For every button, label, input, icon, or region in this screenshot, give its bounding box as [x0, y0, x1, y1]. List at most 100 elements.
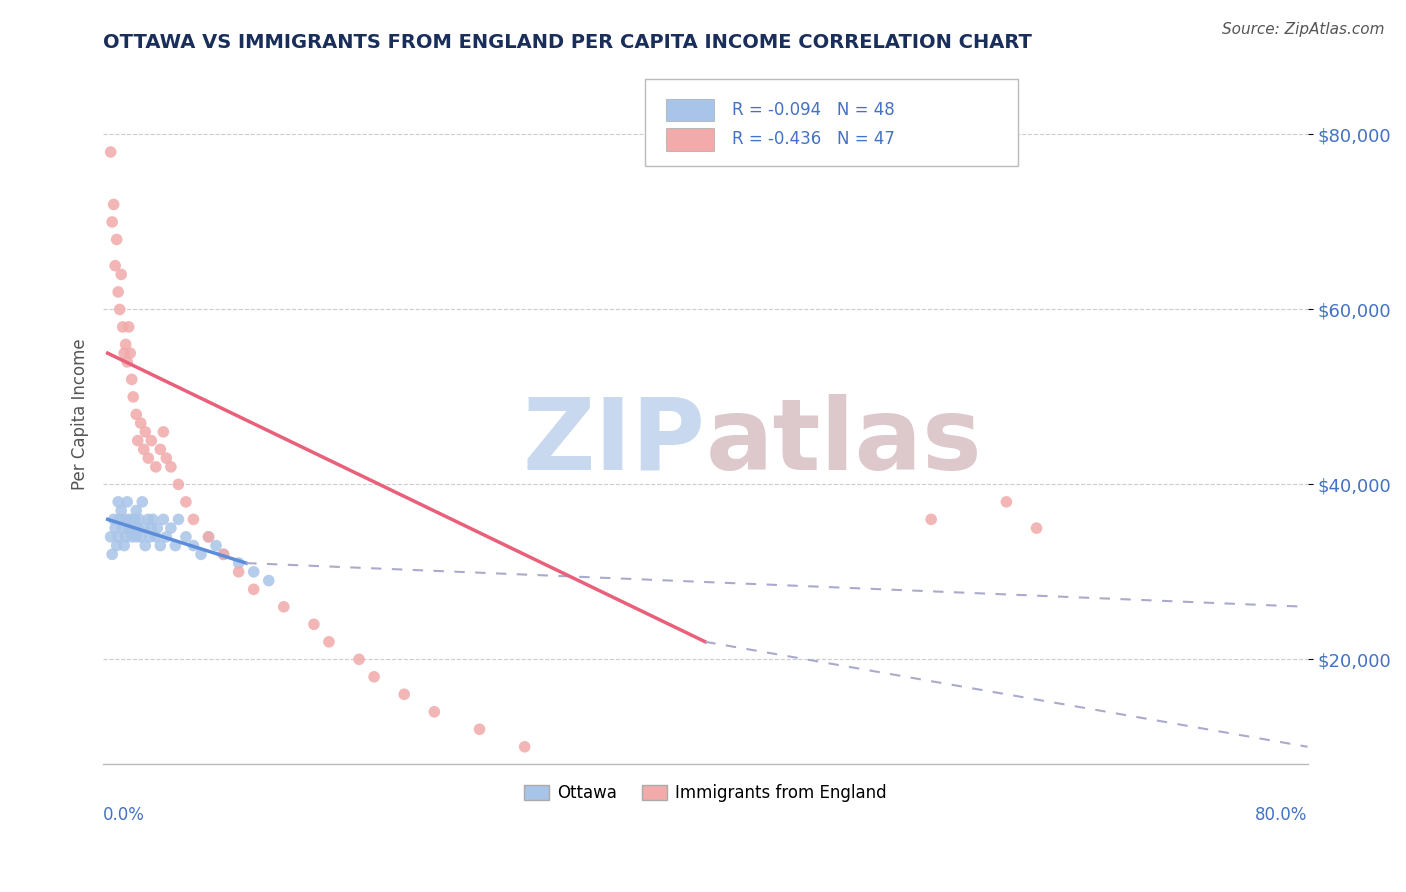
- Point: [108, 302, 131, 317]
- Point: [1025, 521, 1047, 535]
- Point: [920, 512, 942, 526]
- Legend: Ottawa, Immigrants from England: Ottawa, Immigrants from England: [517, 777, 894, 808]
- Point: [145, 530, 167, 544]
- Point: [100, 530, 122, 544]
- Point: [104, 521, 127, 535]
- Point: [132, 521, 155, 535]
- Point: [205, 539, 228, 553]
- Point: [174, 495, 197, 509]
- Point: [127, 434, 149, 448]
- Point: [152, 512, 174, 526]
- Point: [160, 459, 183, 474]
- Point: [139, 530, 162, 544]
- Point: [112, 539, 135, 553]
- Point: [183, 539, 205, 553]
- Point: [100, 145, 122, 159]
- Point: [105, 232, 128, 246]
- Point: [160, 521, 183, 535]
- Point: [134, 539, 156, 553]
- Point: [120, 346, 142, 360]
- Point: [197, 530, 219, 544]
- Point: [118, 521, 141, 535]
- Point: [120, 512, 142, 526]
- Text: 0.0%: 0.0%: [103, 806, 145, 824]
- Point: [132, 442, 155, 457]
- Point: [127, 521, 149, 535]
- FancyBboxPatch shape: [645, 78, 1018, 166]
- Text: atlas: atlas: [706, 394, 981, 491]
- Point: [114, 337, 136, 351]
- Point: [101, 547, 124, 561]
- Point: [347, 652, 370, 666]
- Point: [423, 705, 446, 719]
- Point: [128, 512, 150, 526]
- Point: [141, 434, 163, 448]
- Point: [242, 565, 264, 579]
- Point: [257, 574, 280, 588]
- Point: [121, 530, 143, 544]
- Point: [122, 390, 145, 404]
- Point: [110, 503, 132, 517]
- Point: [110, 268, 132, 282]
- Point: [167, 512, 190, 526]
- Point: [197, 530, 219, 544]
- FancyBboxPatch shape: [665, 99, 714, 121]
- Point: [136, 451, 159, 466]
- Point: [142, 512, 165, 526]
- Point: [149, 539, 172, 553]
- FancyBboxPatch shape: [665, 128, 714, 151]
- Text: 80.0%: 80.0%: [1256, 806, 1308, 824]
- Point: [111, 319, 134, 334]
- Point: [190, 547, 212, 561]
- Point: [118, 319, 141, 334]
- Point: [114, 512, 136, 526]
- Point: [103, 197, 125, 211]
- Point: [103, 512, 125, 526]
- Point: [104, 259, 127, 273]
- Point: [114, 530, 136, 544]
- Point: [136, 512, 159, 526]
- Point: [111, 521, 134, 535]
- Point: [107, 530, 129, 544]
- Point: [183, 512, 205, 526]
- Point: [167, 477, 190, 491]
- Point: [141, 521, 163, 535]
- Point: [108, 512, 131, 526]
- Point: [105, 539, 128, 553]
- Point: [242, 582, 264, 597]
- Point: [228, 565, 250, 579]
- Point: [149, 442, 172, 457]
- Text: OTTAWA VS IMMIGRANTS FROM ENGLAND PER CAPITA INCOME CORRELATION CHART: OTTAWA VS IMMIGRANTS FROM ENGLAND PER CA…: [103, 33, 1032, 52]
- Point: [302, 617, 325, 632]
- Point: [134, 425, 156, 439]
- Point: [155, 451, 177, 466]
- Point: [122, 521, 145, 535]
- Point: [146, 521, 169, 535]
- Point: [124, 512, 146, 526]
- Point: [121, 372, 143, 386]
- Point: [115, 495, 138, 509]
- Point: [394, 687, 416, 701]
- Point: [131, 495, 153, 509]
- Text: ZIP: ZIP: [523, 394, 706, 491]
- Point: [513, 739, 536, 754]
- Point: [318, 635, 340, 649]
- Point: [112, 346, 135, 360]
- Point: [107, 495, 129, 509]
- Point: [115, 355, 138, 369]
- Text: R = -0.436   N = 47: R = -0.436 N = 47: [733, 130, 894, 148]
- Point: [152, 425, 174, 439]
- Point: [125, 503, 148, 517]
- Point: [155, 530, 177, 544]
- Point: [101, 215, 124, 229]
- Point: [129, 530, 152, 544]
- Point: [995, 495, 1018, 509]
- Point: [125, 530, 148, 544]
- Point: [145, 459, 167, 474]
- Point: [468, 723, 491, 737]
- Point: [212, 547, 235, 561]
- Point: [165, 539, 187, 553]
- Point: [228, 556, 250, 570]
- Point: [129, 416, 152, 430]
- Y-axis label: Per Capita Income: Per Capita Income: [72, 339, 89, 491]
